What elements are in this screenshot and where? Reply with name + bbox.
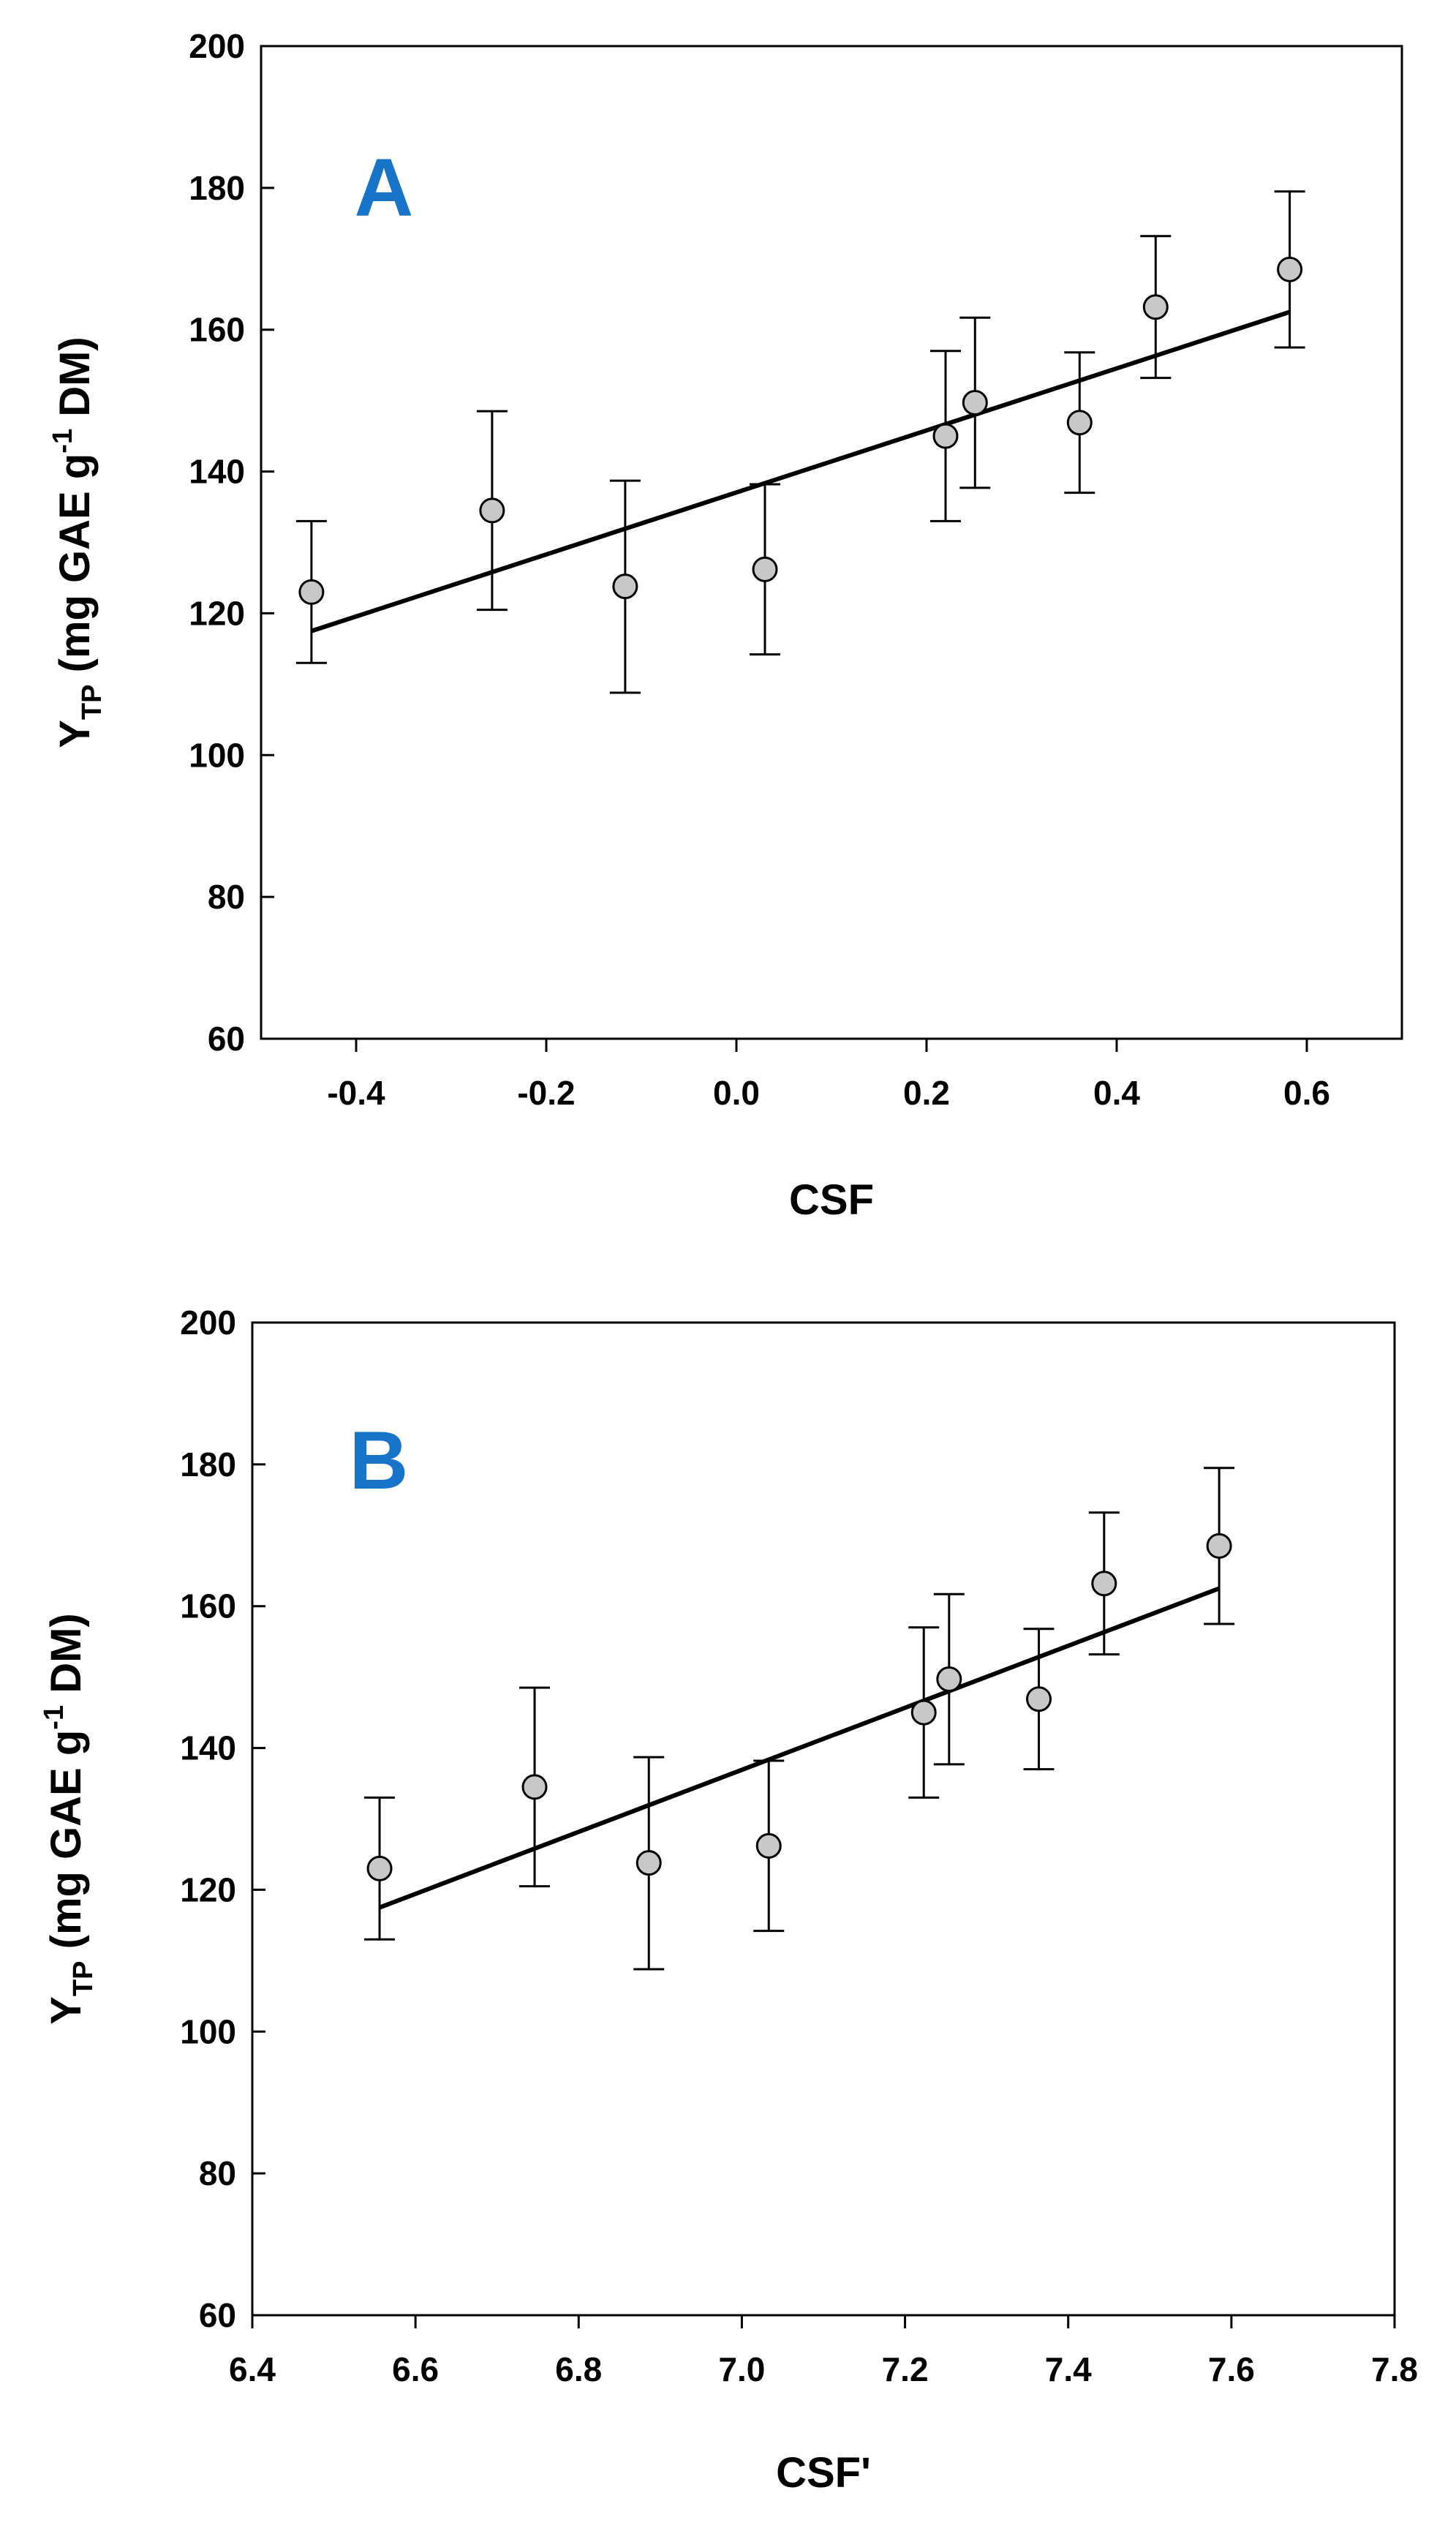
x-tick-label: -0.4 bbox=[327, 1074, 385, 1112]
data-point bbox=[479, 497, 505, 524]
data-point bbox=[936, 1666, 962, 1693]
y-tick-label: 180 bbox=[189, 169, 245, 207]
y-axis-title-part: -1 bbox=[48, 429, 78, 454]
data-point bbox=[635, 1850, 662, 1876]
y-tick-label: 200 bbox=[189, 27, 245, 65]
data-point bbox=[1026, 1686, 1052, 1712]
x-tick-label: 7.0 bbox=[718, 2350, 765, 2388]
plot-frame bbox=[251, 1321, 1396, 2317]
y-tick-label: 200 bbox=[180, 1304, 236, 1342]
x-tick-label: 7.6 bbox=[1208, 2350, 1255, 2388]
panel-a: 60 80 100 120 140 160 180 200 -0.4 -0.2 0.0 0.2 0.4 0… bbox=[48, 27, 1403, 1224]
y-axis-title-part: TP bbox=[77, 684, 107, 720]
panel-letter: B bbox=[350, 1415, 409, 1506]
panel-b: 60 80 100 120 140 160 180 200 6.4 6.6 6.8 7.0 7.2 7.4… bbox=[39, 1304, 1418, 2497]
data-point bbox=[1206, 1532, 1232, 1559]
y-tick-label: 80 bbox=[199, 2154, 236, 2192]
x-tick-label: 7.2 bbox=[882, 2350, 929, 2388]
y-tick-label: 80 bbox=[208, 878, 245, 916]
x-axis-title: CSF' bbox=[776, 2449, 871, 2497]
y-axis-title: YTP (mg GAE g-1 DM) bbox=[48, 336, 107, 748]
x-tick-label: 0.4 bbox=[1093, 1074, 1140, 1112]
y-tick-label: 180 bbox=[180, 1445, 236, 1483]
x-tick-label: 0.2 bbox=[903, 1074, 950, 1112]
data-point bbox=[1066, 410, 1093, 436]
data-point bbox=[1277, 256, 1303, 282]
x-tick-label: 6.8 bbox=[555, 2350, 602, 2388]
y-tick-label: 120 bbox=[180, 1870, 236, 1908]
data-point bbox=[1142, 294, 1169, 320]
x-tick-label: 0.0 bbox=[713, 1074, 760, 1112]
plot-frame bbox=[260, 45, 1403, 1040]
y-tick-label: 120 bbox=[189, 594, 245, 632]
y-axis-title-part: (mg GAE g bbox=[51, 454, 99, 685]
x-tick-label: 6.6 bbox=[392, 2350, 439, 2388]
y-axis-title-part: DM) bbox=[51, 336, 99, 429]
y-tick-label: 140 bbox=[189, 453, 245, 491]
data-point bbox=[962, 390, 988, 416]
x-tick-label: 6.4 bbox=[229, 2350, 276, 2388]
y-axis-title-part: TP bbox=[68, 1960, 99, 1996]
data-point bbox=[1091, 1571, 1117, 1597]
x-tick-label: -0.2 bbox=[517, 1074, 575, 1112]
y-tick-label: 100 bbox=[189, 736, 245, 774]
y-tick-label: 140 bbox=[180, 1729, 236, 1767]
x-tick-label: 7.4 bbox=[1045, 2350, 1092, 2388]
y-axis-title-part: Y bbox=[42, 1996, 90, 2025]
data-point bbox=[752, 556, 778, 582]
data-point bbox=[521, 1774, 548, 1800]
y-tick-label: 60 bbox=[199, 2296, 236, 2334]
y-tick-label: 160 bbox=[189, 311, 245, 349]
regression-line bbox=[378, 1586, 1221, 1910]
y-axis-title: YTP (mg GAE g-1 DM) bbox=[39, 1613, 99, 2024]
y-tick-label: 160 bbox=[180, 1587, 236, 1625]
data-point bbox=[932, 423, 959, 449]
y-axis-title-part: -1 bbox=[39, 1705, 69, 1730]
data-point bbox=[366, 1855, 393, 1881]
data-point bbox=[298, 579, 325, 605]
y-axis-title-part: (mg GAE g bbox=[42, 1730, 90, 1961]
y-tick-label: 100 bbox=[180, 2012, 236, 2050]
x-axis-title: CSF bbox=[789, 1176, 874, 1224]
x-tick-label: 0.6 bbox=[1283, 1074, 1330, 1112]
y-axis-title-part: DM) bbox=[42, 1613, 90, 1705]
panel-letter: A bbox=[355, 142, 414, 233]
y-tick-label: 60 bbox=[208, 1020, 245, 1058]
data-point bbox=[755, 1832, 782, 1859]
data-point bbox=[612, 573, 638, 600]
regression-line bbox=[310, 309, 1291, 633]
x-tick-label: 7.8 bbox=[1371, 2350, 1418, 2388]
data-point bbox=[910, 1699, 937, 1726]
y-axis-title-part: Y bbox=[51, 720, 99, 748]
